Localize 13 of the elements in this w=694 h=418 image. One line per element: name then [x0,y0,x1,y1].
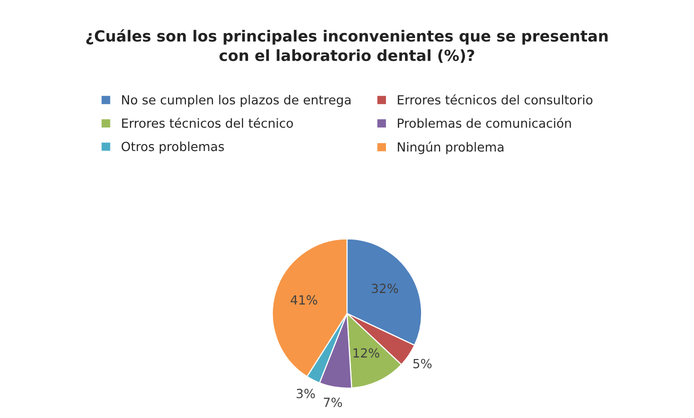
data-label: 32% [372,284,398,294]
data-label: 41% [290,295,318,305]
data-label: 3% [296,388,315,398]
chart-title: ¿Cuáles son los principales inconvenientes que se presentan con el laboratorio dental (%)? [86,29,608,63]
legend-label: Otros problemas [122,142,224,154]
data-label: 7% [324,398,342,408]
data-label: 5% [413,358,432,368]
legend-label: Errores técnicos del técnico [122,118,293,128]
legend-label: Ningún problema [398,142,504,154]
legend-label: Problemas de comunicación [398,118,571,128]
legend-label: No se cumplen los plazos de entrega [122,94,351,107]
data-label: 12% [354,348,380,358]
legend-label: Errores técnicos del consultorio [398,94,592,105]
